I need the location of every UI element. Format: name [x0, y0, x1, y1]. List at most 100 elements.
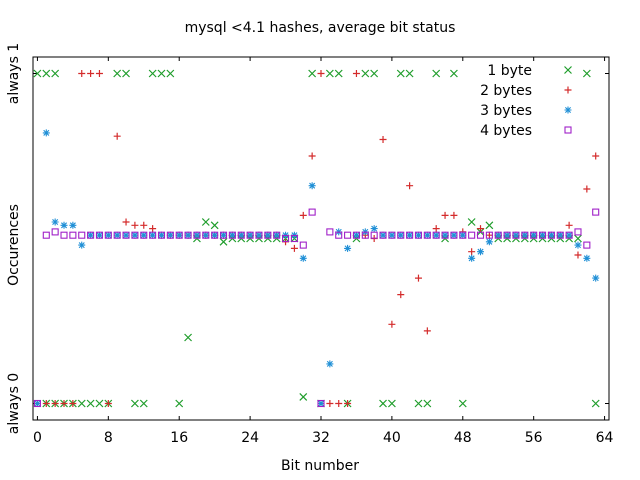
data-point — [414, 231, 423, 239]
data-point — [282, 234, 290, 243]
data-point — [33, 400, 41, 407]
data-point — [290, 234, 298, 243]
legend-marker — [564, 66, 572, 74]
data-point — [592, 208, 600, 216]
data-point — [379, 231, 387, 239]
data-point — [344, 400, 352, 407]
data-point — [361, 231, 369, 239]
data-point — [87, 231, 95, 239]
data-point — [450, 211, 458, 219]
data-point — [42, 400, 50, 407]
data-point — [370, 69, 379, 78]
y-category-label: always 1 — [6, 43, 22, 104]
data-point — [521, 231, 529, 239]
data-point — [423, 231, 431, 239]
data-point — [95, 231, 104, 239]
data-point — [202, 231, 210, 239]
data-point — [317, 399, 325, 408]
data-point — [51, 69, 60, 78]
data-point — [149, 231, 157, 239]
data-point — [334, 69, 343, 78]
data-point — [228, 231, 236, 239]
data-point — [51, 218, 59, 226]
data-point — [87, 70, 95, 77]
data-point — [255, 231, 263, 239]
data-point — [379, 231, 387, 239]
data-point — [405, 69, 414, 78]
data-point — [468, 254, 476, 262]
data-point — [583, 254, 591, 262]
data-point — [33, 399, 41, 408]
chart-title: mysql <4.1 hashes, average bit status — [185, 20, 456, 36]
data-point — [477, 248, 485, 256]
data-point — [237, 231, 245, 239]
data-point — [308, 69, 317, 78]
data-point — [477, 225, 485, 233]
data-point — [574, 228, 582, 236]
data-point — [388, 231, 396, 239]
data-point — [503, 231, 511, 239]
data-point — [113, 132, 121, 140]
data-point — [51, 400, 59, 407]
data-point — [211, 231, 219, 239]
data-point — [255, 231, 263, 239]
data-point — [494, 231, 502, 239]
data-point — [414, 399, 423, 408]
data-point — [149, 225, 157, 233]
data-point — [202, 231, 210, 239]
data-point — [370, 225, 378, 233]
data-point — [42, 231, 50, 239]
data-point — [95, 70, 103, 77]
data-point — [78, 241, 86, 249]
x-tick-label: 48 — [454, 430, 472, 446]
data-point — [459, 231, 467, 239]
data-point — [299, 254, 307, 262]
data-point — [219, 231, 228, 239]
data-point — [308, 182, 316, 190]
data-point — [396, 69, 405, 78]
data-point — [397, 231, 405, 239]
data-point — [432, 225, 440, 233]
data-point — [60, 221, 68, 229]
data-point — [335, 231, 343, 239]
legend-label: 1 byte — [487, 63, 532, 79]
x-tick-label: 56 — [525, 430, 543, 446]
data-point — [512, 231, 520, 239]
data-point — [87, 231, 95, 239]
data-point — [352, 70, 360, 77]
data-point — [485, 231, 493, 239]
data-point — [379, 399, 387, 408]
data-point — [184, 333, 193, 342]
legend-marker — [564, 106, 572, 114]
data-point — [582, 69, 591, 78]
data-points-layer — [33, 69, 600, 408]
data-point — [122, 69, 130, 78]
data-point — [113, 231, 121, 239]
data-point — [175, 231, 183, 239]
data-point — [591, 399, 600, 408]
data-point — [379, 136, 387, 143]
data-point — [130, 399, 139, 408]
data-point — [77, 399, 86, 408]
data-point — [113, 69, 122, 78]
data-point — [574, 251, 582, 259]
data-point — [122, 231, 130, 239]
data-point — [149, 231, 157, 239]
data-point — [583, 185, 591, 193]
data-point — [432, 231, 440, 239]
data-point — [592, 274, 600, 282]
data-point — [148, 69, 157, 78]
data-point — [95, 399, 104, 408]
data-point — [246, 231, 254, 239]
data-point — [326, 360, 334, 368]
data-point — [60, 400, 68, 407]
data-point — [556, 231, 564, 239]
data-point — [423, 231, 431, 239]
data-point — [210, 221, 219, 230]
data-point — [539, 231, 547, 239]
y-axis-label: Occurences — [6, 204, 22, 286]
data-point — [387, 399, 396, 408]
x-tick-label: 24 — [241, 430, 259, 446]
data-point — [352, 231, 360, 239]
data-point — [388, 231, 396, 239]
